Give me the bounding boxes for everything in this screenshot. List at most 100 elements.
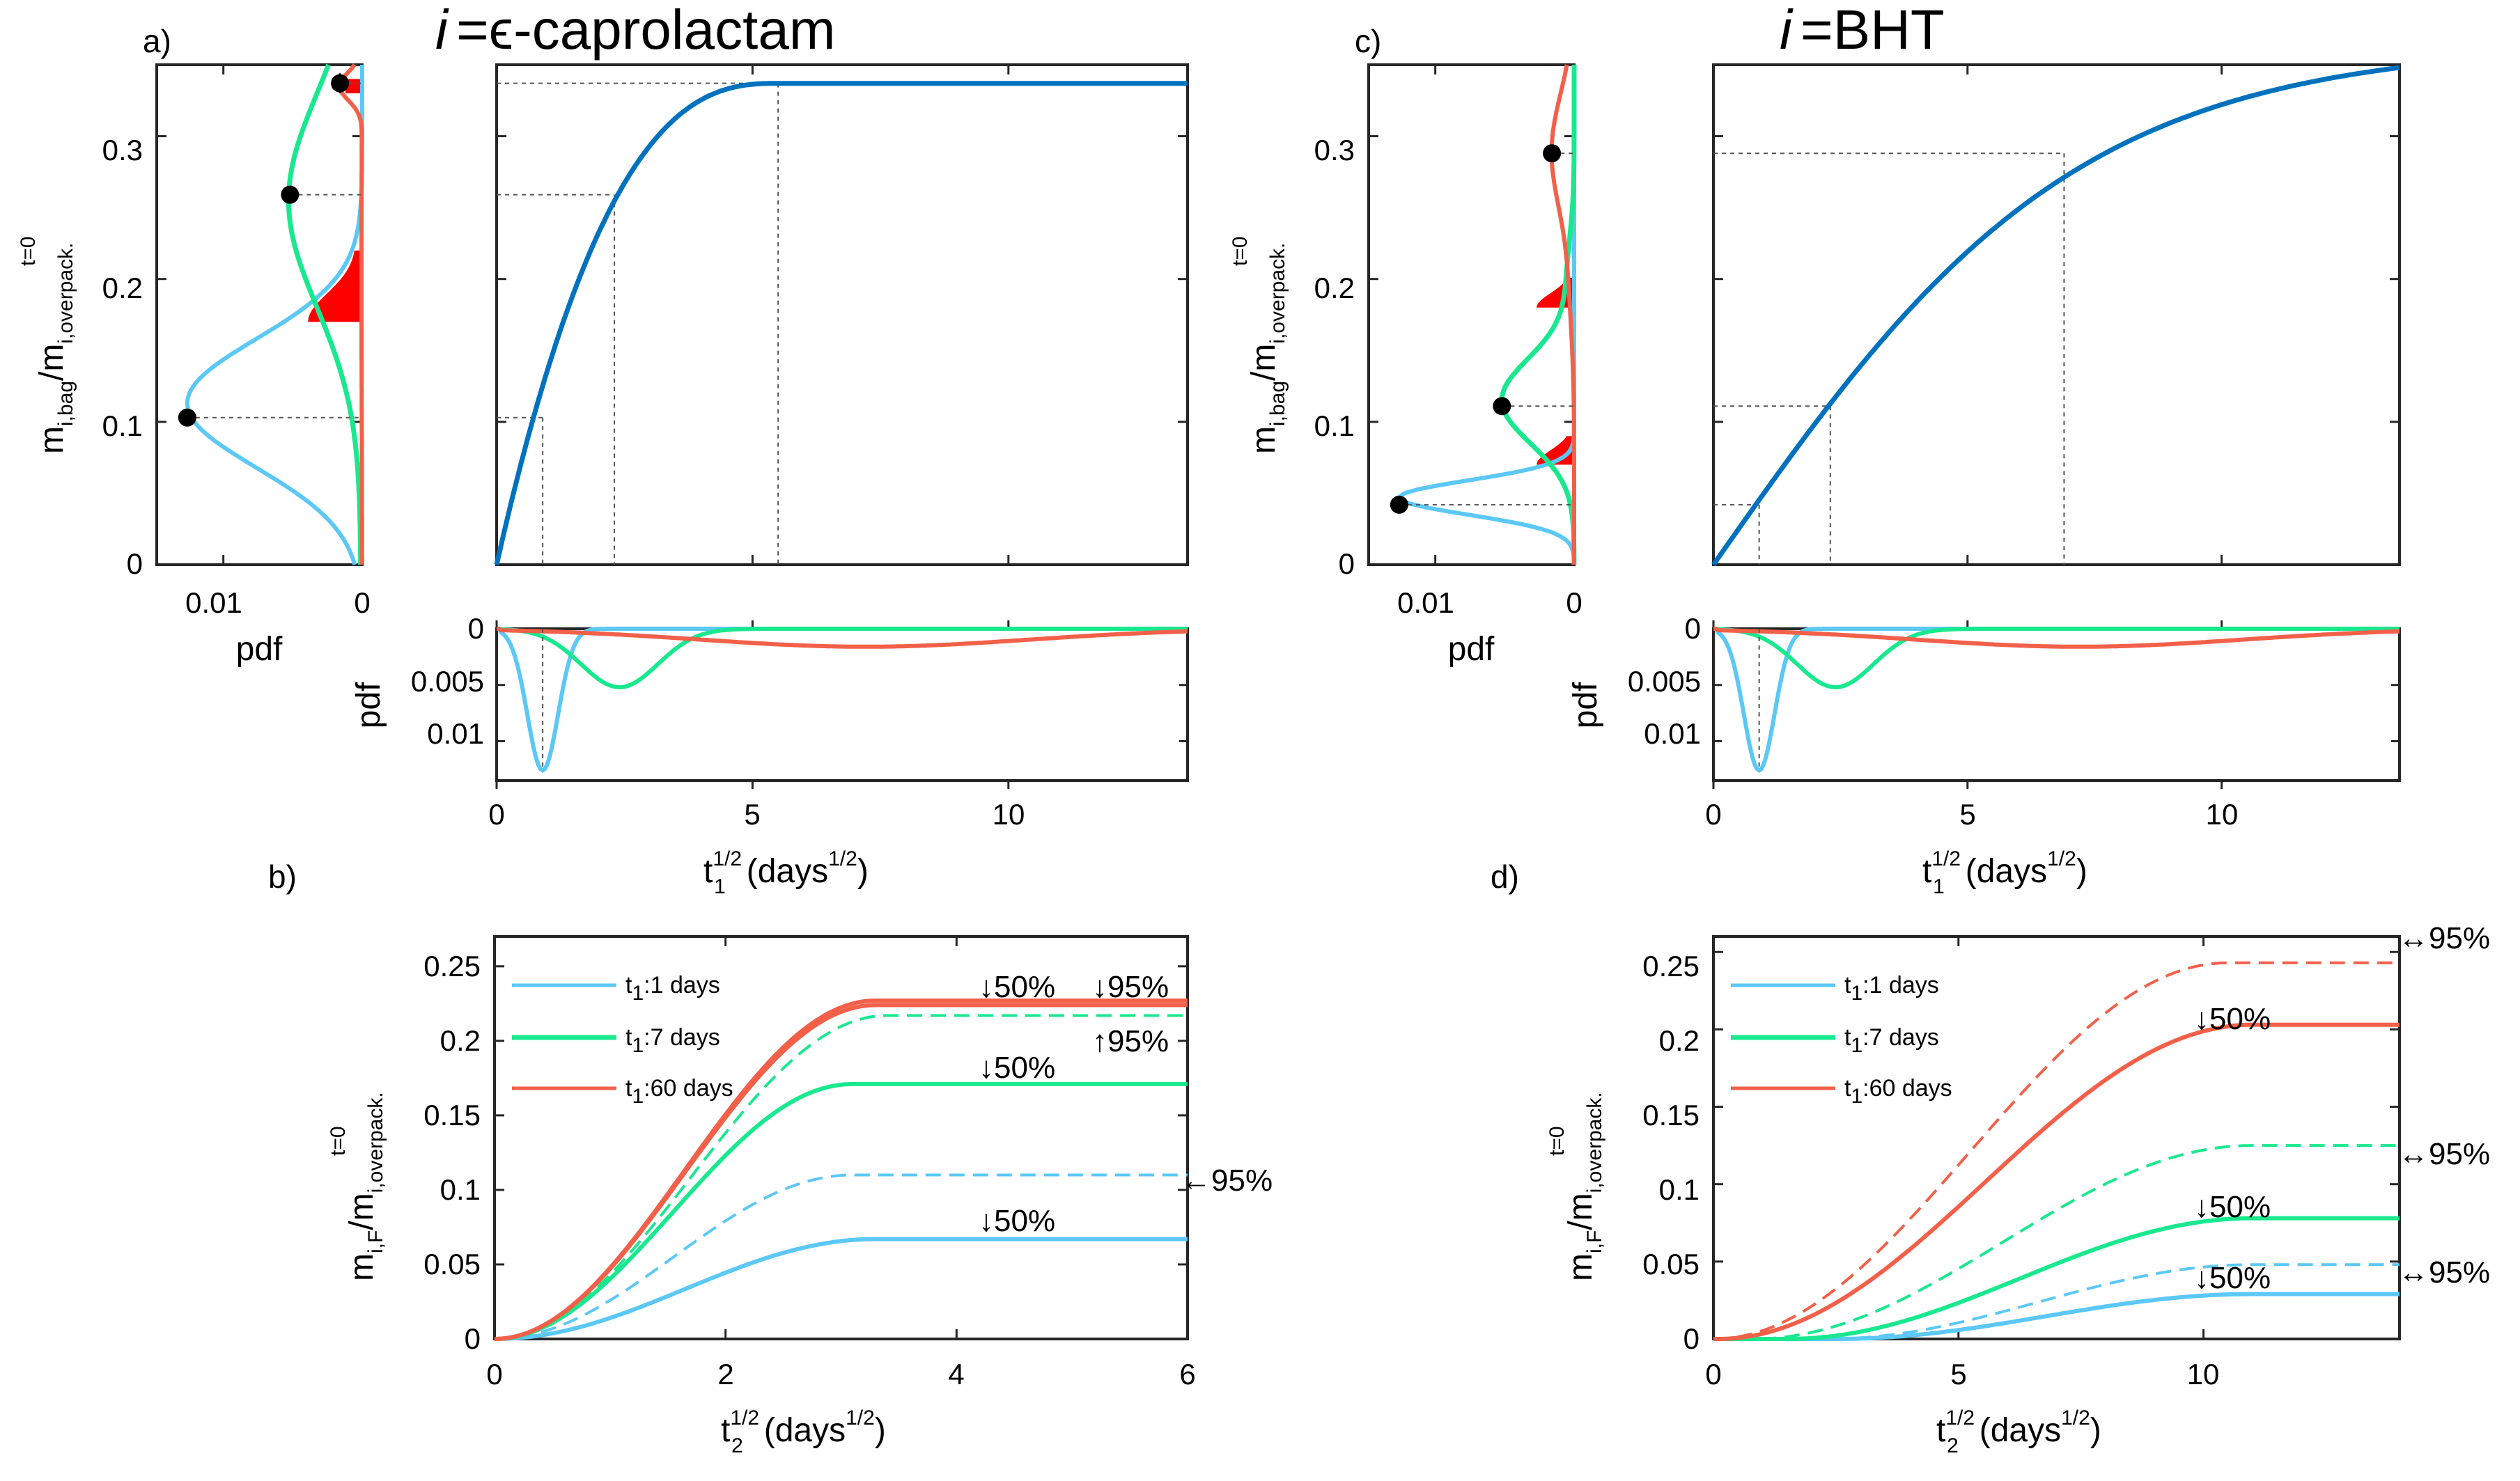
svg-text:t=0: t=0 [327, 1126, 350, 1156]
panel-label-a: a) [143, 23, 171, 59]
xlabel-pdf: pdf [236, 631, 283, 668]
xtick-5: 5 [1950, 1358, 1966, 1390]
legend-label-7day: t1:7 days [625, 1024, 720, 1057]
ylabel-pdf: pdf [1567, 682, 1604, 728]
ytick-0.1: 0.1 [1659, 1173, 1700, 1206]
ylabel-d: mi,F/mi,overpack. t=0 [1546, 1092, 1606, 1281]
ytick-0: 0 [1339, 547, 1355, 580]
xtick-0: 0 [354, 586, 370, 619]
plot-area [1369, 64, 1577, 565]
xtick-0: 0 [1705, 798, 1721, 831]
ytick-0.25: 0.25 [1642, 950, 1700, 982]
annotation-60d-50: ↓50% [2194, 1002, 2271, 1036]
series-line-1day [1713, 627, 2400, 774]
panel-a-pdf: 0 0.1 0.2 0.3 0.01 0 pdf mi,bag/mi,overp… [17, 63, 371, 668]
xtick-0.01: 0.01 [1397, 586, 1454, 619]
series-line-3 [1713, 1144, 2400, 1340]
svg-text:mi,bag/mi,overpack.: mi,bag/mi,overpack. [1245, 243, 1289, 454]
svg-text:mi,F/mi,overpack.: mi,F/mi,overpack. [1562, 1092, 1606, 1281]
xlabel-t1: t1/2 1 (days1/2) [703, 847, 869, 898]
title-c-var: i [1780, 0, 1794, 61]
ytick-0.01: 0.01 [427, 717, 484, 750]
title-a-var: i [435, 0, 449, 61]
plot-area [1712, 620, 2400, 789]
title-a-rest: =ϵ-caprolactam [456, 0, 835, 61]
annotation-60d-95: ↔95% [2398, 921, 2490, 955]
ytick-0.2: 0.2 [1314, 272, 1355, 304]
xlabel-pdf: pdf [1448, 631, 1495, 668]
series-line-3 [494, 1014, 1188, 1340]
series-line-5 [1713, 961, 2400, 1340]
ytick-0.15: 0.15 [1642, 1099, 1700, 1131]
panel-a-time-pdf: 0 0.005 0.01 0 5 10 pdf t1/2 1 (days1/2) [350, 612, 1189, 898]
svg-text:mi,bag/mi,overpack.: mi,bag/mi,overpack. [33, 243, 77, 454]
legend-label-1day: t1:1 days [1844, 972, 1939, 1005]
legend-label-7day: t1:7 days [1844, 1024, 1939, 1057]
xlabel-t2: t1/2 2 (days1/2) [721, 1406, 886, 1457]
axes-box [493, 935, 1189, 1340]
axes-box [1712, 627, 2401, 782]
ytick-0.15: 0.15 [423, 1099, 481, 1131]
ytick-0.2: 0.2 [1659, 1024, 1700, 1057]
annotation-7d-95: ↔95% [2398, 1137, 2490, 1171]
series-line-1day [497, 627, 1188, 774]
panel-c-time-pdf: 0 0.005 0.01 0 5 10 pdf t1/2 1 (days1/2) [1567, 612, 2401, 898]
xtick-2: 2 [717, 1358, 733, 1390]
xtick-0: 0 [488, 798, 504, 831]
svg-text:pdf: pdf [1567, 682, 1604, 728]
xtick-5: 5 [1959, 798, 1975, 831]
panel-d-release: 0 0.05 0.1 0.15 0.2 0.25 0 5 10 t1/2 2 (da… [1546, 921, 2490, 1457]
xtick-0: 0 [486, 1358, 502, 1390]
annotation-60d-95: ↓95% [1092, 970, 1169, 1004]
xtick-10: 10 [2187, 1358, 2220, 1390]
ytick-0.005: 0.005 [1628, 665, 1701, 698]
panel-label-c: c) [1355, 23, 1381, 59]
quantile-dot-1 [281, 185, 300, 204]
title-c-rest: =BHT [1800, 0, 1945, 61]
xtick-0: 0 [1566, 586, 1582, 619]
ytick-0.1: 0.1 [1314, 409, 1355, 442]
ylabel-a: mi,bag/mi,overpack. t=0 [17, 236, 77, 454]
ytick-0.1: 0.1 [440, 1173, 481, 1206]
ylabel-b: mi,F/mi,overpack. t=0 [327, 1092, 387, 1281]
legend-label-60day: t1:60 days [625, 1075, 733, 1108]
svg-text:pdf: pdf [350, 682, 387, 728]
axes-box [495, 63, 1189, 566]
series-line-mass [494, 81, 1188, 565]
annotation-7d-50: ↓50% [2194, 1190, 2271, 1224]
ytick-0: 0 [465, 1322, 481, 1355]
series-line-2 [1713, 1216, 2400, 1341]
ytick-0.05: 0.05 [423, 1248, 481, 1280]
series-line-60day [1549, 64, 1576, 565]
xtick-5: 5 [744, 798, 760, 831]
xlabel-t1: t1/2 1 (days1/2) [1922, 847, 2087, 898]
series-line-7day [286, 63, 364, 565]
axes-box [1367, 63, 1576, 566]
title-c: i =BHT [1780, 0, 1945, 61]
panel-a-curve [494, 63, 1189, 566]
annotation-1d-50: ↓50% [979, 1204, 1055, 1238]
quantile-dot-0 [178, 408, 196, 427]
xtick-10: 10 [993, 798, 1025, 831]
plot-area [494, 65, 1188, 565]
annotation-7d-50: ↓50% [979, 1051, 1055, 1085]
xlabel-t2: t1/2 2 (days1/2) [1936, 1406, 2101, 1457]
xtick-0.01: 0.01 [185, 586, 242, 619]
xtick-10: 10 [2206, 798, 2239, 831]
ytick-0: 0 [127, 547, 143, 580]
axes-box [495, 627, 1189, 782]
legend-label-1day: t1:1 days [625, 972, 720, 1005]
xtick-4: 4 [948, 1358, 964, 1390]
annotation-1d-95: ←95% [1181, 1163, 1273, 1198]
legend-b: t1:1 days t1:7 days t1:60 days [512, 972, 733, 1108]
plot-area [157, 63, 364, 565]
ytick-0.1: 0.1 [102, 409, 143, 442]
overlap-fill-top [345, 79, 362, 94]
legend-d: t1:1 days t1:7 days t1:60 days [1731, 972, 1952, 1108]
title-a: i =ϵ-caprolactam [435, 0, 835, 61]
ytick-0.25: 0.25 [423, 950, 481, 982]
annotation-1d-95: ↔95% [2398, 1255, 2490, 1290]
plot-area [494, 937, 1188, 1341]
panel-c-curve [1711, 63, 2401, 567]
